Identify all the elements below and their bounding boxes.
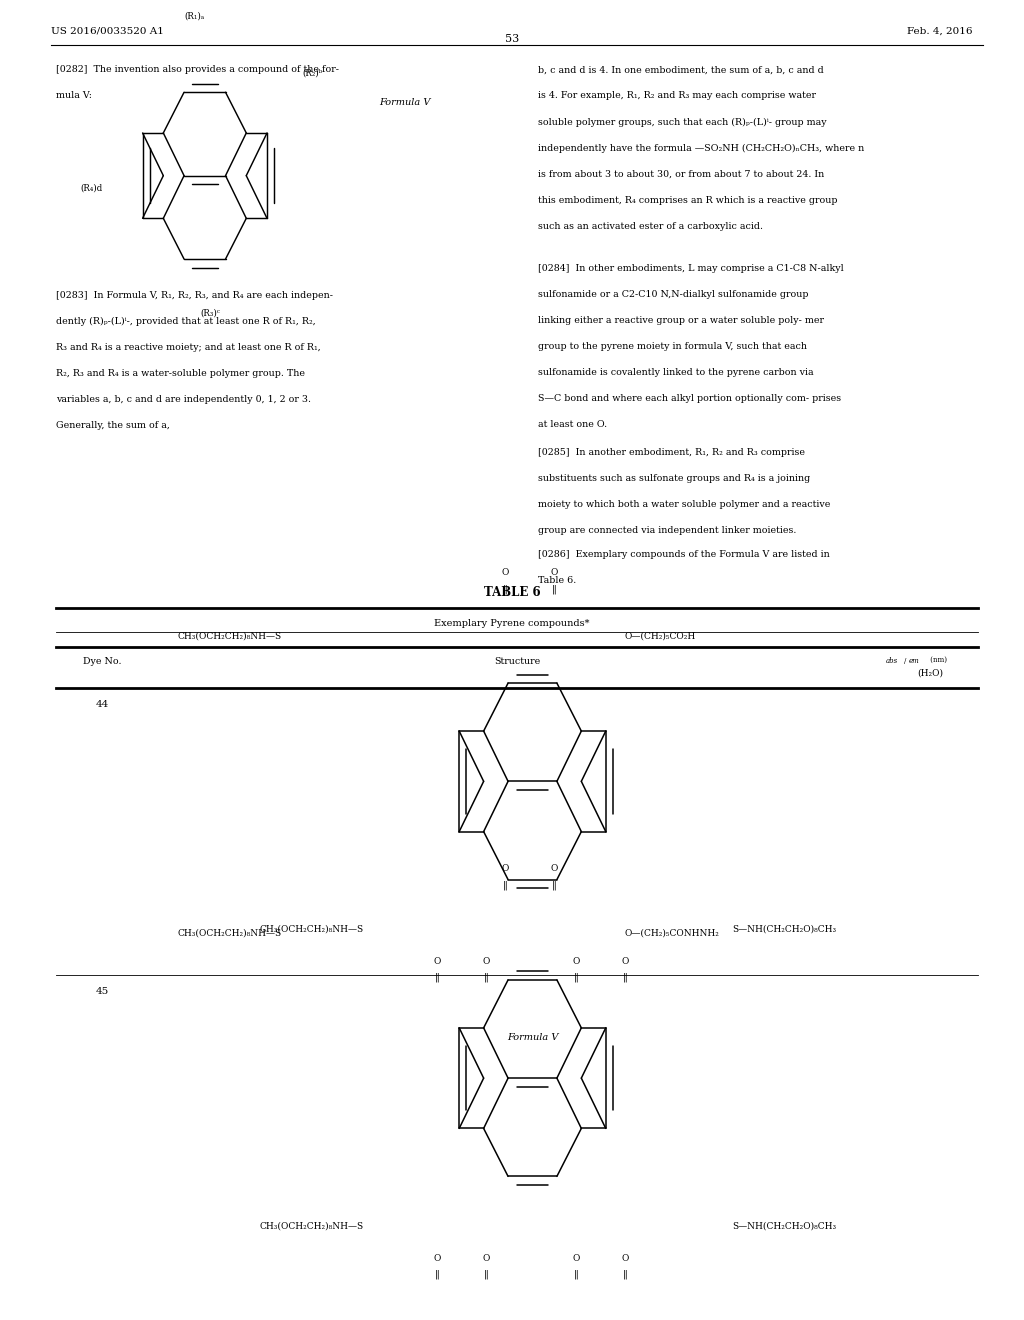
Text: sulfonamide or a C2-C10 N,N-dialkyl sulfonamide group: sulfonamide or a C2-C10 N,N-dialkyl sulf… — [538, 290, 808, 300]
Text: 44: 44 — [96, 700, 109, 709]
Text: moiety to which both a water soluble polymer and a reactive: moiety to which both a water soluble pol… — [538, 500, 830, 510]
Text: R₂, R₃ and R₄ is a water-soluble polymer group. The: R₂, R₃ and R₄ is a water-soluble polymer… — [56, 368, 305, 378]
Text: [0286]  Exemplary compounds of the Formula V are listed in: [0286] Exemplary compounds of the Formul… — [538, 550, 829, 558]
Text: ‖: ‖ — [484, 1270, 488, 1279]
Text: O—(CH₂)₅CO₂H: O—(CH₂)₅CO₂H — [625, 631, 696, 640]
Text: ‖: ‖ — [624, 973, 628, 982]
Text: em: em — [908, 656, 919, 664]
Text: S—C bond and where each alkyl portion optionally com- prises: S—C bond and where each alkyl portion op… — [538, 395, 841, 404]
Text: 53: 53 — [505, 34, 519, 44]
Text: ‖: ‖ — [503, 583, 507, 594]
Text: Formula V: Formula V — [507, 1034, 558, 1043]
Text: sulfonamide is covalently linked to the pyrene carbon via: sulfonamide is covalently linked to the … — [538, 368, 813, 378]
Text: [0285]  In another embodiment, R₁, R₂ and R₃ comprise: [0285] In another embodiment, R₁, R₂ and… — [538, 449, 805, 457]
Text: variables a, b, c and d are independently 0, 1, 2 or 3.: variables a, b, c and d are independentl… — [56, 395, 311, 404]
Text: O: O — [572, 957, 581, 966]
Text: [0282]  The invention also provides a compound of the for-: [0282] The invention also provides a com… — [56, 66, 339, 74]
Text: (R₃)ᶜ: (R₃)ᶜ — [200, 309, 220, 318]
Text: ‖: ‖ — [435, 973, 439, 982]
Text: Dye No.: Dye No. — [83, 656, 122, 665]
Text: [0284]  In other embodiments, L may comprise a C1-C8 N-alkyl: [0284] In other embodiments, L may compr… — [538, 264, 844, 273]
Text: dently (R)ₚ-(L)ⁱ-, provided that at least one R of R₁, R₂,: dently (R)ₚ-(L)ⁱ-, provided that at leas… — [56, 317, 316, 326]
Text: TABLE 6: TABLE 6 — [483, 586, 541, 599]
Text: O: O — [433, 1254, 441, 1263]
Text: b, c and d is 4. In one embodiment, the sum of a, b, c and d: b, c and d is 4. In one embodiment, the … — [538, 66, 823, 74]
Text: 45: 45 — [96, 987, 109, 997]
Text: O: O — [482, 957, 490, 966]
Text: Feb. 4, 2016: Feb. 4, 2016 — [907, 26, 973, 36]
Text: O: O — [550, 865, 558, 874]
Text: O—(CH₂)₅CONHNH₂: O—(CH₂)₅CONHNH₂ — [625, 928, 720, 937]
Text: O: O — [550, 568, 558, 577]
Text: Generally, the sum of a,: Generally, the sum of a, — [56, 421, 170, 430]
Text: group to the pyrene moiety in formula V, such that each: group to the pyrene moiety in formula V,… — [538, 342, 807, 351]
Text: ‖: ‖ — [624, 1270, 628, 1279]
Text: O: O — [482, 1254, 490, 1263]
Text: Table 6.: Table 6. — [538, 576, 575, 585]
Text: ‖: ‖ — [574, 1270, 579, 1279]
Text: (R₄)d: (R₄)d — [80, 183, 102, 193]
Text: /: / — [904, 656, 906, 664]
Text: ‖: ‖ — [435, 1270, 439, 1279]
Text: mula V:: mula V: — [56, 91, 92, 100]
Text: O: O — [501, 568, 509, 577]
Text: ‖: ‖ — [552, 583, 556, 594]
Text: is from about 3 to about 30, or from about 7 to about 24. In: is from about 3 to about 30, or from abo… — [538, 169, 824, 178]
Text: independently have the formula —SO₂NH (CH₂CH₂O)ₙCH₃, where n: independently have the formula —SO₂NH (C… — [538, 144, 864, 153]
Text: ‖: ‖ — [574, 973, 579, 982]
Text: soluble polymer groups, such that each (R)ₚ-(L)ⁱ- group may: soluble polymer groups, such that each (… — [538, 117, 826, 127]
Text: Exemplary Pyrene compounds*: Exemplary Pyrene compounds* — [434, 619, 590, 628]
Text: O: O — [501, 865, 509, 874]
Text: CH₃(OCH₂CH₂)₈NH—S: CH₃(OCH₂CH₂)₈NH—S — [259, 1221, 364, 1230]
Text: CH₃(OCH₂CH₂)₈NH—S: CH₃(OCH₂CH₂)₈NH—S — [177, 928, 282, 937]
Text: (R₁)ₐ: (R₁)ₐ — [184, 12, 205, 21]
Text: [0283]  In Formula V, R₁, R₂, R₃, and R₄ are each indepen-: [0283] In Formula V, R₁, R₂, R₃, and R₄ … — [56, 290, 334, 300]
Text: R₃ and R₄ is a reactive moiety; and at least one R of R₁,: R₃ and R₄ is a reactive moiety; and at l… — [56, 343, 322, 352]
Text: such as an activated ester of a carboxylic acid.: such as an activated ester of a carboxyl… — [538, 222, 763, 231]
Text: substituents such as sulfonate groups and R₄ is a joining: substituents such as sulfonate groups an… — [538, 474, 810, 483]
Text: (R₂)ᵇ: (R₂)ᵇ — [302, 69, 323, 77]
Text: (H₂O): (H₂O) — [916, 669, 943, 677]
Text: CH₃(OCH₂CH₂)₈NH—S: CH₃(OCH₂CH₂)₈NH—S — [177, 631, 282, 640]
Text: (nm): (nm) — [928, 655, 947, 664]
Text: O: O — [572, 1254, 581, 1263]
Text: this embodiment, R₄ comprises an R which is a reactive group: this embodiment, R₄ comprises an R which… — [538, 195, 837, 205]
Text: Formula V: Formula V — [379, 99, 430, 107]
Text: ‖: ‖ — [484, 973, 488, 982]
Text: CH₃(OCH₂CH₂)₈NH—S: CH₃(OCH₂CH₂)₈NH—S — [259, 924, 364, 933]
Text: O: O — [433, 957, 441, 966]
Text: Structure: Structure — [494, 656, 541, 665]
Text: ‖: ‖ — [503, 880, 507, 891]
Text: at least one O.: at least one O. — [538, 420, 607, 429]
Text: O: O — [622, 1254, 630, 1263]
Text: group are connected via independent linker moieties.: group are connected via independent link… — [538, 527, 796, 536]
Text: US 2016/0033520 A1: US 2016/0033520 A1 — [51, 26, 164, 36]
Text: S—NH(CH₂CH₂O)₈CH₃: S—NH(CH₂CH₂O)₈CH₃ — [732, 1221, 837, 1230]
Text: linking either a reactive group or a water soluble poly- mer: linking either a reactive group or a wat… — [538, 317, 823, 325]
Text: ‖: ‖ — [552, 880, 556, 891]
Text: O: O — [622, 957, 630, 966]
Text: is 4. For example, R₁, R₂ and R₃ may each comprise water: is 4. For example, R₁, R₂ and R₃ may eac… — [538, 91, 815, 100]
Text: abs: abs — [886, 656, 898, 664]
Text: S—NH(CH₂CH₂O)₈CH₃: S—NH(CH₂CH₂O)₈CH₃ — [732, 924, 837, 933]
